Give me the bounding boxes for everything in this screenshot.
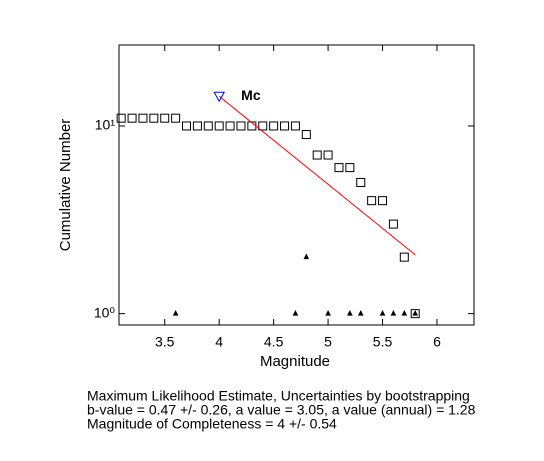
mc-marker <box>213 91 226 103</box>
x-tick-label: 5 <box>324 334 332 350</box>
x-tick-label: 4 <box>215 334 223 350</box>
cumulative-point <box>138 113 148 123</box>
y-axis-label: Cumulative Number <box>57 119 74 252</box>
fit-line <box>218 95 416 256</box>
count-point <box>412 310 419 316</box>
count-point <box>325 310 331 316</box>
cumulative-point <box>378 196 388 206</box>
cumulative-point <box>236 121 246 131</box>
note: Maximum Likelihood Estimate, Uncertainti… <box>87 388 470 404</box>
cumulative-point <box>149 113 159 123</box>
cumulative-point <box>399 252 409 262</box>
cumulative-point <box>323 150 333 160</box>
x-tick-label: 3.5 <box>155 334 175 350</box>
x-tick-label: 4.5 <box>264 334 284 350</box>
cumulative-point <box>345 163 355 173</box>
cumulative-point <box>280 121 290 131</box>
count-point <box>379 310 386 316</box>
cumulative-point <box>127 113 137 123</box>
cumulative-point <box>160 113 170 123</box>
cumulative-point <box>388 219 398 229</box>
count-point <box>401 310 408 316</box>
count-point <box>172 310 179 316</box>
cumulative-point <box>312 150 322 160</box>
cumulative-point <box>367 196 377 206</box>
note: Magnitude of Completeness = 4 +/- 0.54 <box>87 416 337 432</box>
cumulative-point <box>192 121 202 131</box>
cumulative-point <box>301 130 311 140</box>
count-point <box>347 310 353 316</box>
x-tick-label: 5.5 <box>373 334 393 350</box>
count-point <box>303 253 310 260</box>
annotation: Mc <box>241 87 261 103</box>
cumulative-point <box>356 177 366 187</box>
count-point <box>390 310 397 316</box>
x-tick-label: 6 <box>433 334 441 350</box>
cumulative-point <box>225 121 235 131</box>
plot-frame <box>118 44 475 326</box>
y-tick-label: 10¹ <box>95 117 116 133</box>
cumulative-point <box>258 121 268 131</box>
cumulative-point <box>116 113 126 123</box>
cumulative-point <box>334 163 344 173</box>
x-axis-label: Magnitude <box>260 353 330 370</box>
note: b-value = 0.47 +/- 0.26, a value = 3.05,… <box>87 402 476 418</box>
cumulative-point <box>410 309 420 319</box>
count-point <box>292 310 299 316</box>
cumulative-point <box>269 121 279 131</box>
cumulative-point <box>214 121 224 131</box>
cumulative-point <box>290 121 300 131</box>
y-tick-label: 10⁰ <box>94 304 116 320</box>
cumulative-point <box>203 121 213 131</box>
cumulative-point <box>182 121 192 131</box>
count-point <box>357 310 364 316</box>
cumulative-point <box>171 113 181 123</box>
